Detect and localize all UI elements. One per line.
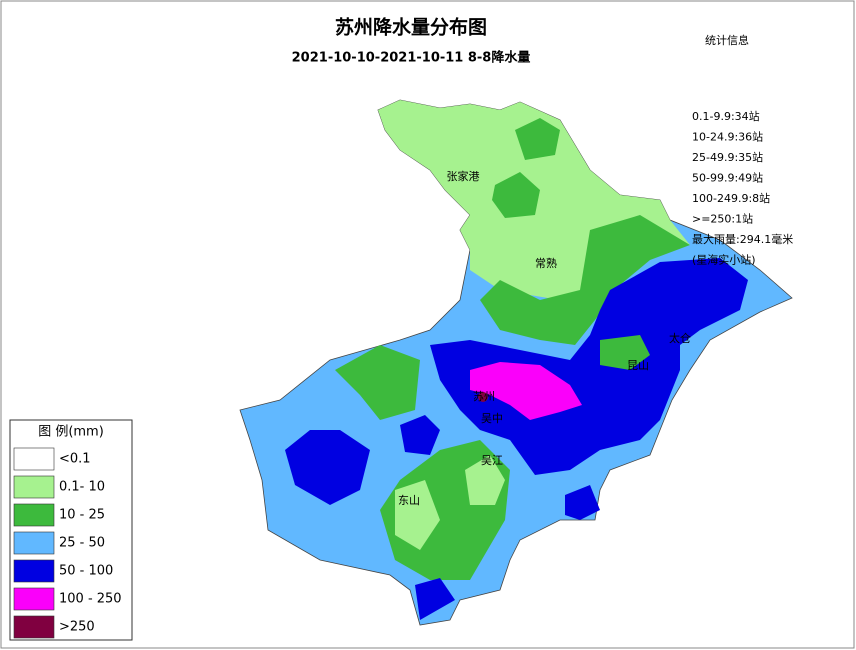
stats-line: 最大雨量:294.1毫米	[692, 232, 793, 246]
place-label: 太仓	[669, 331, 691, 345]
region-0-10	[395, 480, 440, 550]
stats-line: >=250:1站	[692, 212, 753, 226]
place-label: 吴中	[481, 412, 503, 425]
region-50-100	[430, 258, 748, 475]
stats-line: 10-24.9:36站	[692, 130, 763, 144]
place-label: 吴江	[481, 454, 503, 467]
legend-swatch	[13, 503, 55, 527]
stats-line: 100-249.9:8站	[692, 191, 770, 205]
legend-label: 50 - 100	[59, 564, 113, 579]
region-10-25	[335, 345, 420, 420]
place-label: 张家港	[447, 169, 480, 183]
legend-label: >250	[59, 620, 95, 635]
legend-swatch	[13, 531, 55, 555]
stats-line: 0.1-9.9:34站	[692, 109, 760, 123]
stats: 0.1-9.9:34站 10-24.9:36站 25-49.9:35站 50-99.9…	[692, 109, 793, 267]
legend-label: 10 - 25	[59, 508, 105, 523]
region-over-250	[478, 392, 488, 402]
legend-swatch	[13, 615, 55, 639]
stats-line: (星海实小站)	[692, 253, 756, 267]
place-label: 东山	[398, 494, 420, 507]
region-10-25	[492, 172, 540, 218]
region-50-100	[415, 578, 455, 620]
legend-swatch	[13, 559, 55, 583]
legend-label: <0.1	[59, 452, 91, 467]
region-100-250	[470, 362, 582, 420]
place-label: 昆山	[627, 359, 649, 372]
stats-line: 25-49.9:35站	[692, 150, 763, 164]
legend-label: 25 - 50	[59, 536, 105, 551]
region-10-25	[480, 215, 690, 345]
place-label: 常熟	[535, 256, 557, 270]
region-0-10	[465, 455, 505, 505]
region-50-100	[565, 485, 600, 520]
legend-swatch	[13, 587, 55, 611]
region-50-100	[285, 430, 370, 505]
region-10-25	[600, 335, 650, 370]
legend-swatch	[13, 447, 55, 471]
stats-line: 50-99.9:49站	[692, 171, 763, 185]
stats-title: 统计信息	[705, 33, 749, 47]
legend-label: 100 - 250	[59, 592, 122, 607]
place-label: 苏州	[473, 390, 495, 403]
legend-label: 0.1- 10	[59, 480, 105, 495]
legend-title: 图 例(mm)	[38, 425, 104, 440]
region-50-100	[400, 415, 440, 455]
map-title: 苏州降水量分布图	[335, 16, 487, 39]
map	[239, 99, 793, 626]
legend-swatch	[13, 475, 55, 499]
region-10-25	[515, 118, 560, 160]
legend: <0.1 0.1- 10 10 - 25 25 - 50 50 - 100 100 - 2…	[13, 447, 122, 639]
map-subtitle: 2021-10-10-2021-10-11 8-8降水量	[292, 50, 531, 66]
